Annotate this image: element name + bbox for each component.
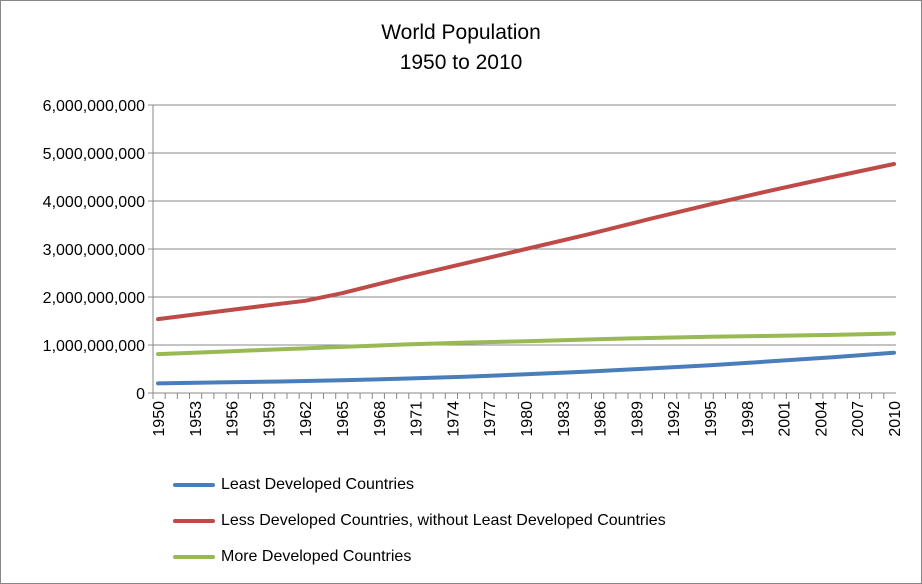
x-tick-label: 1995 <box>703 401 720 437</box>
x-tick-label: 2001 <box>777 401 794 437</box>
x-tick-label: 1989 <box>629 401 646 437</box>
legend-swatch <box>173 555 215 559</box>
x-tick-label: 2004 <box>813 401 830 437</box>
x-tick-label: 1977 <box>482 401 499 437</box>
x-tick-label: 1956 <box>225 401 242 437</box>
y-tick-label: 6,000,000,000 <box>43 98 145 115</box>
series-line-1 <box>156 162 896 322</box>
x-tick-label: 1962 <box>298 401 315 437</box>
x-tick-label: 1968 <box>372 401 389 437</box>
legend-item: More Developed Countries <box>173 539 666 575</box>
y-tick-label: 5,000,000,000 <box>43 146 145 163</box>
series-line-0 <box>156 350 896 386</box>
legend-label: More Developed Countries <box>221 548 412 565</box>
y-tick-label: 3,000,000,000 <box>43 242 145 259</box>
x-tick-label: 1971 <box>409 401 426 437</box>
x-tick-label: 1965 <box>335 401 352 437</box>
y-tick-label: 0 <box>136 386 145 403</box>
x-tick-label: 1992 <box>666 401 683 437</box>
x-tick-label: 1986 <box>593 401 610 437</box>
x-tick-label: 1953 <box>188 401 205 437</box>
x-tick-label: 1974 <box>445 401 462 437</box>
x-tick-label: 1980 <box>519 401 536 437</box>
x-tick-label: 1998 <box>740 401 757 437</box>
x-tick-label: 1983 <box>556 401 573 437</box>
legend: Least Developed Countries Less Developed … <box>173 467 666 575</box>
chart-subtitle: 1950 to 2010 <box>399 51 523 74</box>
legend-label: Less Developed Countries, without Least … <box>221 512 666 529</box>
legend-item: Least Developed Countries <box>173 467 666 503</box>
legend-item: Less Developed Countries, without Least … <box>173 503 666 539</box>
y-tick-label: 2,000,000,000 <box>43 290 145 307</box>
y-tick-label: 4,000,000,000 <box>43 194 145 211</box>
x-tick-label: 2007 <box>850 401 867 437</box>
legend-label: Least Developed Countries <box>221 476 415 493</box>
chart-title: World Population <box>381 21 541 44</box>
x-tick-label: 2010 <box>887 401 904 437</box>
x-tick-label: 1959 <box>261 401 278 437</box>
y-tick-label: 1,000,000,000 <box>43 338 145 355</box>
series-line-2 <box>156 331 896 357</box>
x-tick-label: 1950 <box>151 401 168 437</box>
legend-swatch <box>173 519 215 523</box>
legend-swatch <box>173 483 215 487</box>
